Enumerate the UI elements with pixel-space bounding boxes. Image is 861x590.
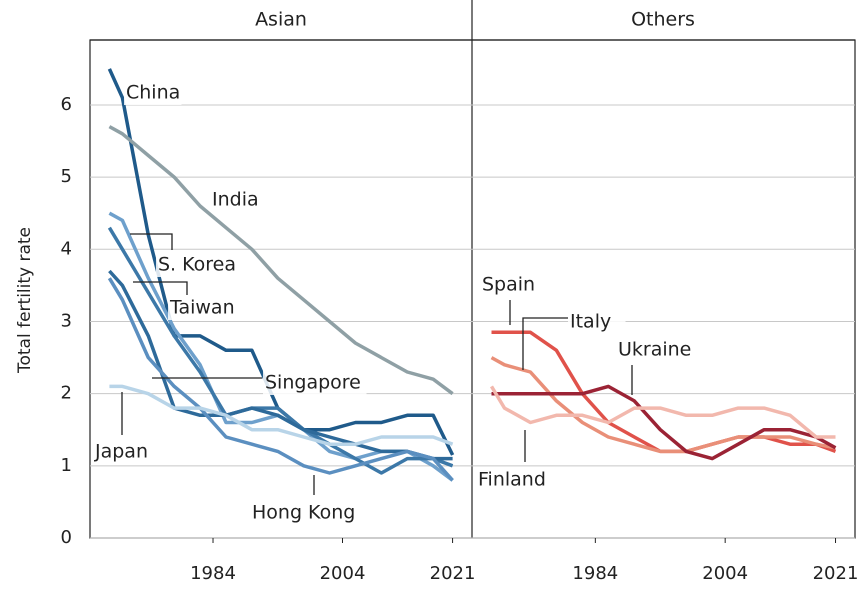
series-label: Singapore <box>265 372 361 394</box>
panel-title: Asian <box>255 9 307 31</box>
series-label: India <box>212 189 259 211</box>
series-label: Hong Kong <box>252 502 355 524</box>
label-bg <box>124 81 182 105</box>
series-line <box>107 226 454 475</box>
label-bg <box>250 501 354 525</box>
x-tick-label: 1984 <box>572 563 618 584</box>
label-bg <box>263 371 367 395</box>
leader-line <box>130 233 173 250</box>
y-tick-label: 6 <box>61 94 72 115</box>
y-tick-label: 0 <box>61 527 72 548</box>
series-line <box>108 125 454 396</box>
x-tick-label: 2021 <box>813 563 859 584</box>
x-tick-label: 1984 <box>190 563 236 584</box>
y-tick-label: 2 <box>61 383 72 404</box>
series-line <box>108 269 453 461</box>
series-line <box>107 277 454 482</box>
label-bg <box>168 296 237 320</box>
y-tick-label: 4 <box>61 238 72 259</box>
label-bg <box>476 468 557 492</box>
label-bg <box>616 338 697 362</box>
y-tick-label: 3 <box>61 310 72 331</box>
label-bg <box>156 253 248 277</box>
series-line <box>490 356 836 454</box>
series-label: Japan <box>94 441 148 463</box>
leader-line <box>522 317 568 370</box>
x-tick-label: 2021 <box>430 563 476 584</box>
series-label: Taiwan <box>169 297 235 319</box>
panel-title: Others <box>631 9 695 31</box>
x-tick-label: 2004 <box>702 563 748 584</box>
series-label: Finland <box>478 469 546 491</box>
label-bg <box>568 310 626 334</box>
leader-line <box>133 281 188 295</box>
x-tick-label: 2004 <box>320 563 366 584</box>
series-label: Italy <box>570 311 611 333</box>
y-tick-label: 1 <box>61 455 72 476</box>
y-axis-label: Total fertility rate <box>15 227 35 374</box>
series-label: China <box>126 82 180 104</box>
label-bg <box>93 440 151 464</box>
label-bg <box>480 273 538 297</box>
lines <box>90 68 855 539</box>
series-label: Ukraine <box>618 339 691 361</box>
series-line <box>109 384 454 446</box>
label-bg <box>210 188 268 212</box>
series-label: Spain <box>482 274 535 296</box>
series-label: S. Korea <box>158 254 236 276</box>
y-tick-label: 5 <box>61 166 72 187</box>
series-line <box>491 384 837 461</box>
series-line <box>489 385 836 439</box>
